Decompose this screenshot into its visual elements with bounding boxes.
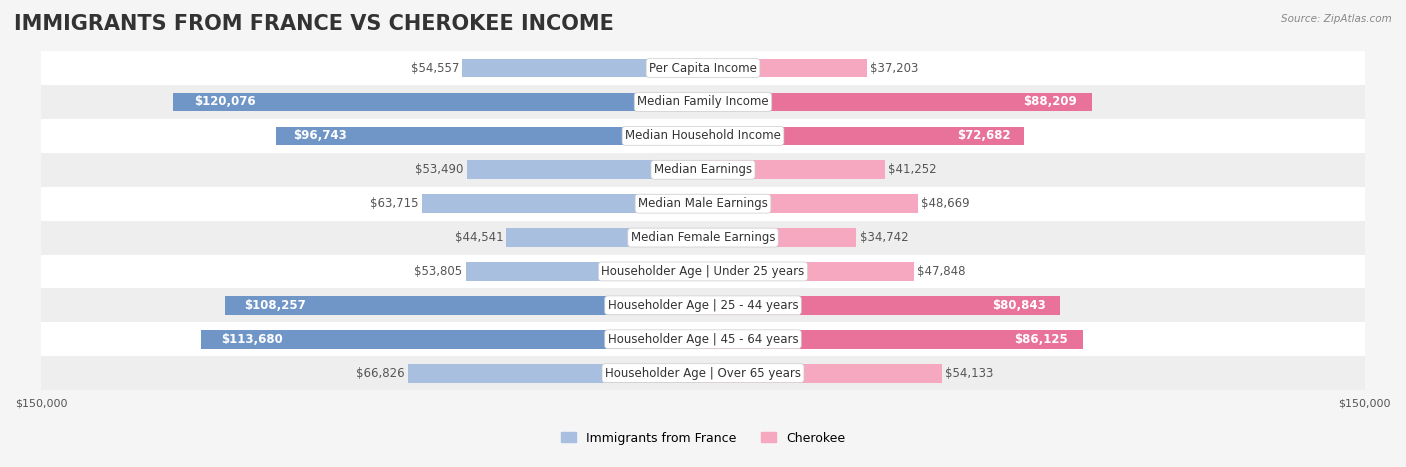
Text: Per Capita Income: Per Capita Income <box>650 62 756 75</box>
Text: $108,257: $108,257 <box>245 299 307 312</box>
Text: Householder Age | Under 25 years: Householder Age | Under 25 years <box>602 265 804 278</box>
Text: Householder Age | 45 - 64 years: Householder Age | 45 - 64 years <box>607 333 799 346</box>
Bar <box>41 356 1365 390</box>
Text: Median Male Earnings: Median Male Earnings <box>638 197 768 210</box>
Bar <box>408 364 703 382</box>
Bar <box>506 228 703 247</box>
Bar <box>41 85 1365 119</box>
Text: $88,209: $88,209 <box>1022 95 1077 108</box>
Bar <box>41 220 1365 255</box>
Text: Source: ZipAtlas.com: Source: ZipAtlas.com <box>1281 14 1392 24</box>
Bar <box>422 194 703 213</box>
Text: $120,076: $120,076 <box>194 95 256 108</box>
Text: $66,826: $66,826 <box>356 367 405 380</box>
Text: $48,669: $48,669 <box>921 197 970 210</box>
Text: Median Household Income: Median Household Income <box>626 129 780 142</box>
Text: $86,125: $86,125 <box>1014 333 1067 346</box>
Text: $80,843: $80,843 <box>991 299 1046 312</box>
Bar <box>703 364 942 382</box>
Text: $72,682: $72,682 <box>957 129 1011 142</box>
Text: $113,680: $113,680 <box>222 333 283 346</box>
Text: Householder Age | 25 - 44 years: Householder Age | 25 - 44 years <box>607 299 799 312</box>
Text: Median Earnings: Median Earnings <box>654 163 752 176</box>
Bar <box>276 127 703 145</box>
Bar <box>703 92 1092 111</box>
Bar <box>41 187 1365 220</box>
Bar <box>225 296 703 315</box>
Bar <box>41 51 1365 85</box>
Text: $53,805: $53,805 <box>415 265 463 278</box>
Text: $37,203: $37,203 <box>870 62 918 75</box>
Text: Householder Age | Over 65 years: Householder Age | Over 65 years <box>605 367 801 380</box>
Text: Median Female Earnings: Median Female Earnings <box>631 231 775 244</box>
Bar <box>703 330 1083 348</box>
Bar <box>467 161 703 179</box>
Bar <box>41 119 1365 153</box>
Bar <box>703 194 918 213</box>
Bar <box>703 262 914 281</box>
Bar <box>703 296 1060 315</box>
Text: $47,848: $47,848 <box>917 265 966 278</box>
Bar <box>173 92 703 111</box>
Bar <box>703 161 884 179</box>
Text: Median Family Income: Median Family Income <box>637 95 769 108</box>
Text: $34,742: $34,742 <box>859 231 908 244</box>
Bar <box>41 289 1365 322</box>
Bar <box>201 330 703 348</box>
Bar <box>41 255 1365 289</box>
Bar <box>41 322 1365 356</box>
Bar <box>703 228 856 247</box>
Bar <box>703 127 1024 145</box>
Text: $54,133: $54,133 <box>945 367 994 380</box>
Legend: Immigrants from France, Cherokee: Immigrants from France, Cherokee <box>555 426 851 450</box>
Bar <box>465 262 703 281</box>
Bar <box>463 59 703 78</box>
Bar <box>41 153 1365 187</box>
Bar <box>703 59 868 78</box>
Text: $41,252: $41,252 <box>889 163 936 176</box>
Text: $54,557: $54,557 <box>411 62 458 75</box>
Text: $44,541: $44,541 <box>454 231 503 244</box>
Text: $53,490: $53,490 <box>415 163 464 176</box>
Text: IMMIGRANTS FROM FRANCE VS CHEROKEE INCOME: IMMIGRANTS FROM FRANCE VS CHEROKEE INCOM… <box>14 14 614 34</box>
Text: $96,743: $96,743 <box>294 129 347 142</box>
Text: $63,715: $63,715 <box>370 197 419 210</box>
